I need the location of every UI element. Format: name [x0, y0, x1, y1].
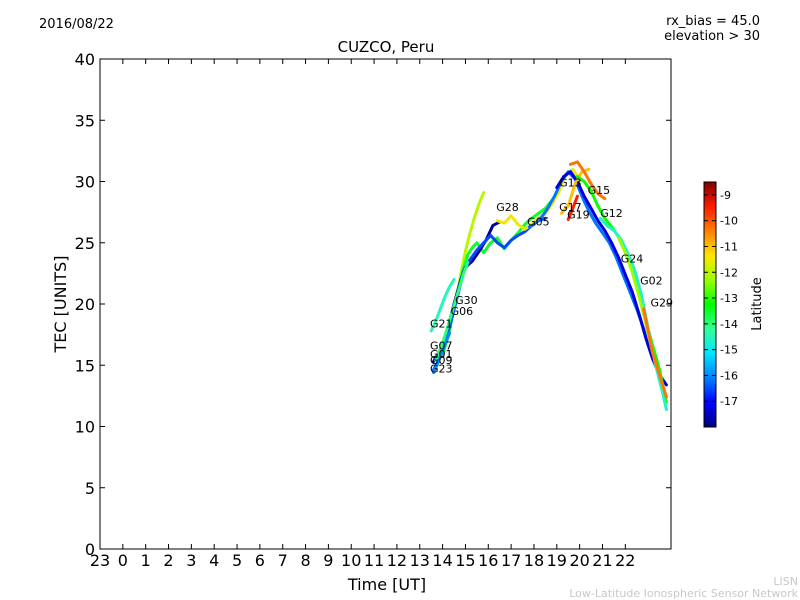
y-tick-label: 35 [75, 111, 95, 130]
y-tick-label: 30 [75, 173, 95, 192]
satellite-label: G30 [455, 294, 478, 307]
colorbar [703, 181, 717, 428]
y-axis: 0 5 10 15 20 25 30 35 40 [75, 50, 671, 559]
satellite-label: G23 [430, 363, 453, 376]
x-tick-label: 14 [432, 551, 452, 570]
colorbar-tick-label: -15 [720, 344, 738, 357]
x-tick-label: 21 [592, 551, 612, 570]
series-line-g15 [569, 160, 607, 201]
x-tick-label: 22 [615, 551, 635, 570]
series-line-g09 [434, 260, 470, 362]
satellite-label: G13 [559, 176, 582, 189]
satellite-label: G05 [527, 216, 550, 229]
x-axis-label: Time [UT] [347, 575, 426, 594]
footer-network: Low-Latitude Ionospheric Sensor Network [569, 587, 798, 600]
series-line-g21 [429, 278, 456, 333]
colorbar-tick-label: -12 [720, 266, 738, 279]
satellite-label: G07 [430, 339, 453, 352]
colorbar-tick-label: -11 [720, 240, 738, 253]
satellite-label: G21 [430, 317, 453, 330]
x-tick-label: 11 [364, 551, 384, 570]
series-line-g05 [527, 170, 650, 348]
plot-area [99, 58, 672, 550]
satellite-label: G01 [430, 348, 453, 361]
x-tick-label: 17 [501, 551, 521, 570]
satellite-label: G19 [567, 208, 590, 221]
x-axis: 23 0 1 2 3 4 5 6 7 8 9 10 11 12 13 14 15 16 17 18 19 20 21 22 [90, 59, 635, 570]
x-tick-label: 9 [323, 551, 333, 570]
y-tick-label: 25 [75, 234, 95, 253]
series-line-g13 [555, 170, 668, 387]
x-tick-label: 15 [455, 551, 475, 570]
series-line-g19 [566, 194, 579, 221]
colorbar-tick-label: -13 [720, 292, 738, 305]
colorbar-tick-label: -17 [720, 395, 738, 408]
x-tick-label: 7 [278, 551, 288, 570]
colorbar-ticks: -9 -10 -11 -12 -13 -14 -15 -16 -17 [704, 189, 738, 408]
satellite-label: G09 [430, 354, 453, 367]
x-tick-label: 10 [341, 551, 361, 570]
colorbar-label: Latitude [750, 277, 765, 331]
y-tick-label: 15 [75, 356, 95, 375]
series-lines [429, 160, 668, 411]
satellite-label: G15 [588, 184, 611, 197]
footer-lisn: LISN [773, 575, 798, 588]
satellite-label: G02 [640, 274, 663, 287]
satellite-label: G29 [650, 296, 673, 309]
colorbar-tick-label: -14 [720, 318, 738, 331]
rx-bias-label: rx_bias = 45.0 [666, 14, 760, 29]
x-tick-label: 4 [209, 551, 219, 570]
x-tick-label: 16 [478, 551, 498, 570]
x-tick-label: 18 [524, 551, 544, 570]
colorbar-tick-label: -16 [720, 369, 738, 382]
x-tick-label: 8 [300, 551, 310, 570]
y-axis-label: TEC [UNITS] [51, 256, 70, 354]
x-tick-label: 5 [232, 551, 242, 570]
satellite-label: G06 [451, 305, 474, 318]
x-tick-label: 13 [410, 551, 430, 570]
satellite-label: G17 [559, 201, 582, 214]
y-tick-label: 40 [75, 50, 95, 69]
elevation-label: elevation > 30 [664, 29, 760, 44]
date-label: 2016/08/22 [39, 17, 114, 32]
y-tick-label: 5 [85, 479, 95, 498]
y-tick-label: 10 [75, 418, 95, 437]
y-tick-label: 0 [85, 540, 95, 559]
satellite-label: G28 [496, 201, 519, 214]
series-line-g29 [642, 307, 668, 399]
x-tick-label: 23 [90, 551, 110, 570]
x-tick-label: 12 [387, 551, 407, 570]
chart-title: CUZCO, Peru [338, 38, 435, 56]
colorbar-tick-label: -9 [720, 189, 731, 202]
x-tick-label: 2 [163, 551, 173, 570]
series-line-g23 [432, 331, 451, 375]
x-tick-label: 0 [118, 551, 128, 570]
x-tick-label: 1 [141, 551, 151, 570]
x-tick-label: 20 [569, 551, 589, 570]
satellite-label: G12 [600, 207, 623, 220]
x-tick-label: 6 [255, 551, 265, 570]
x-tick-label: 19 [547, 551, 567, 570]
series-line-g01 [432, 216, 547, 372]
y-tick-label: 20 [75, 295, 95, 314]
satellite-label: G24 [621, 252, 644, 265]
x-tick-label: 3 [186, 551, 196, 570]
colorbar-tick-label: -10 [720, 215, 738, 228]
